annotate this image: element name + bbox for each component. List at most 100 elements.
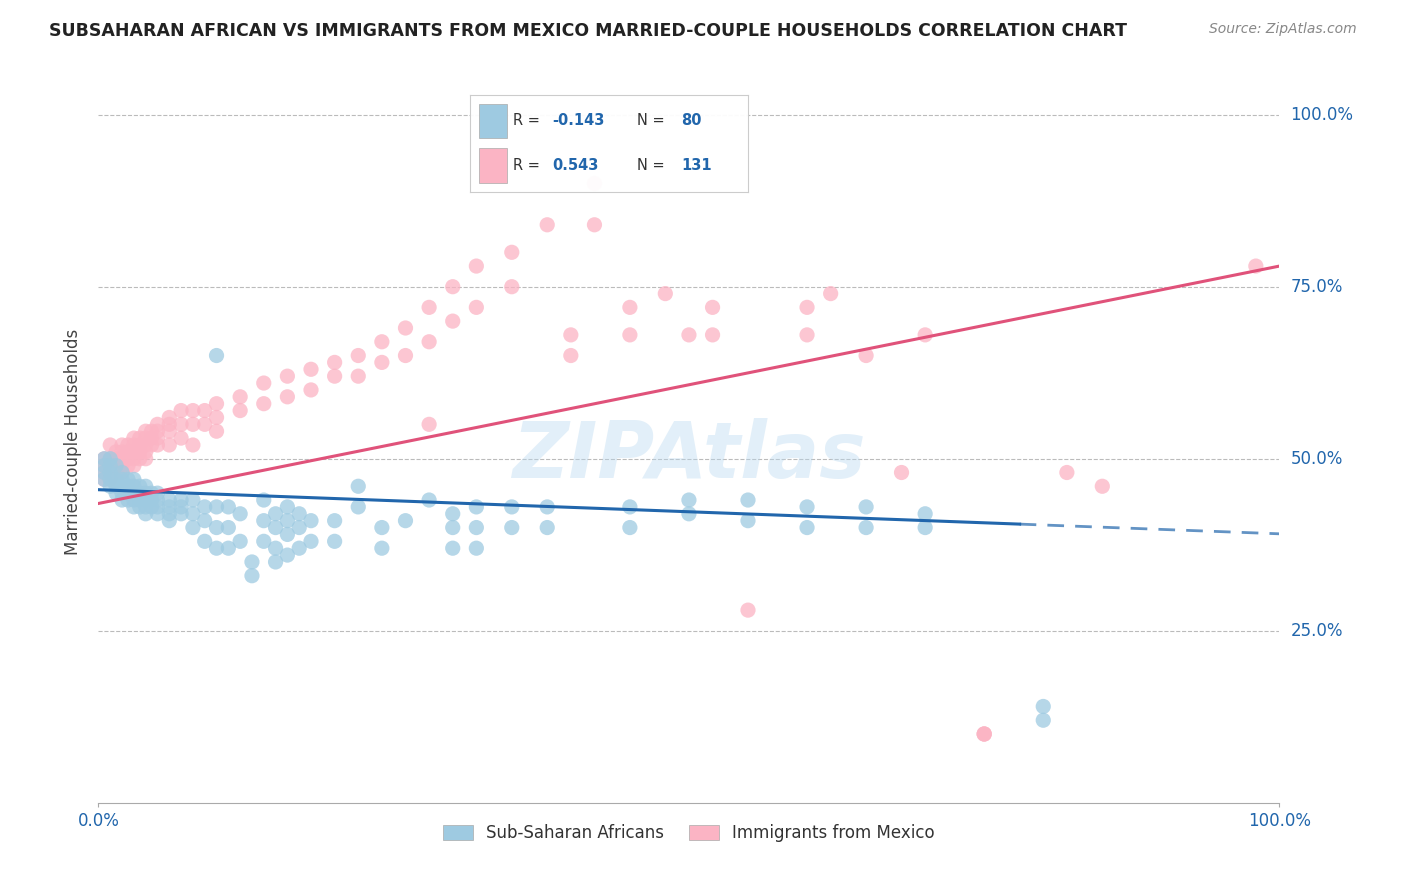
Point — [146, 438, 169, 452]
Point — [105, 479, 128, 493]
Point — [141, 493, 163, 508]
Point — [93, 466, 115, 480]
Point — [299, 362, 322, 376]
Point — [122, 445, 145, 459]
Point — [157, 514, 180, 528]
Point — [441, 520, 464, 534]
Point — [914, 327, 936, 342]
Point — [181, 507, 204, 521]
Point — [135, 438, 157, 452]
Point — [276, 548, 298, 562]
Point — [170, 403, 193, 417]
Point — [229, 390, 252, 404]
Point — [181, 520, 204, 534]
Point — [122, 431, 145, 445]
Point — [217, 520, 239, 534]
Point — [276, 390, 298, 404]
Point — [122, 493, 145, 508]
Point — [98, 458, 121, 473]
Point — [98, 472, 121, 486]
Point — [98, 472, 121, 486]
Point — [583, 177, 606, 191]
Point — [276, 527, 298, 541]
Point — [181, 493, 204, 508]
Point — [146, 493, 169, 508]
Point — [98, 479, 121, 493]
Point — [678, 327, 700, 342]
Point — [1244, 259, 1267, 273]
Point — [855, 349, 877, 363]
Point — [276, 514, 298, 528]
Point — [288, 507, 311, 521]
Point — [240, 568, 263, 582]
Point — [141, 500, 163, 514]
Point — [205, 397, 228, 411]
Point — [264, 541, 287, 556]
Point — [264, 520, 287, 534]
Point — [135, 500, 157, 514]
Point — [98, 451, 121, 466]
Point — [117, 479, 139, 493]
Point — [890, 466, 912, 480]
Point — [737, 603, 759, 617]
Point — [111, 438, 134, 452]
Point — [93, 451, 115, 466]
Point — [111, 458, 134, 473]
Point — [465, 520, 488, 534]
Point — [205, 500, 228, 514]
Point — [157, 493, 180, 508]
Point — [217, 541, 239, 556]
Point — [855, 500, 877, 514]
Point — [560, 327, 582, 342]
Point — [157, 410, 180, 425]
Point — [441, 314, 464, 328]
Point — [98, 451, 121, 466]
Point — [501, 500, 523, 514]
Point — [441, 507, 464, 521]
Point — [323, 514, 346, 528]
Point — [347, 479, 370, 493]
Point — [128, 500, 150, 514]
Point — [117, 493, 139, 508]
Point — [122, 500, 145, 514]
Point — [973, 727, 995, 741]
Point — [323, 355, 346, 369]
Point — [583, 218, 606, 232]
Point — [128, 445, 150, 459]
Point — [117, 445, 139, 459]
Point — [394, 514, 416, 528]
Point — [122, 486, 145, 500]
Point — [418, 334, 440, 349]
Point — [146, 424, 169, 438]
Point — [135, 445, 157, 459]
Point — [619, 327, 641, 342]
Point — [299, 534, 322, 549]
Point — [205, 349, 228, 363]
Point — [194, 403, 217, 417]
Point — [253, 534, 276, 549]
Point — [914, 507, 936, 521]
Point — [323, 534, 346, 549]
Point — [170, 507, 193, 521]
Point — [105, 445, 128, 459]
Point — [914, 520, 936, 534]
Point — [105, 466, 128, 480]
Point — [105, 451, 128, 466]
Point — [796, 301, 818, 315]
Text: ZIPAtlas: ZIPAtlas — [512, 418, 866, 494]
Point — [299, 383, 322, 397]
Point — [299, 514, 322, 528]
Point — [128, 479, 150, 493]
Point — [229, 403, 252, 417]
Point — [146, 431, 169, 445]
Point — [702, 301, 724, 315]
Point — [973, 727, 995, 741]
Point — [111, 451, 134, 466]
Point — [111, 486, 134, 500]
Point — [276, 500, 298, 514]
Point — [418, 417, 440, 432]
Legend: Sub-Saharan Africans, Immigrants from Mexico: Sub-Saharan Africans, Immigrants from Me… — [436, 817, 942, 848]
Point — [146, 486, 169, 500]
Text: 25.0%: 25.0% — [1291, 622, 1343, 640]
Point — [973, 727, 995, 741]
